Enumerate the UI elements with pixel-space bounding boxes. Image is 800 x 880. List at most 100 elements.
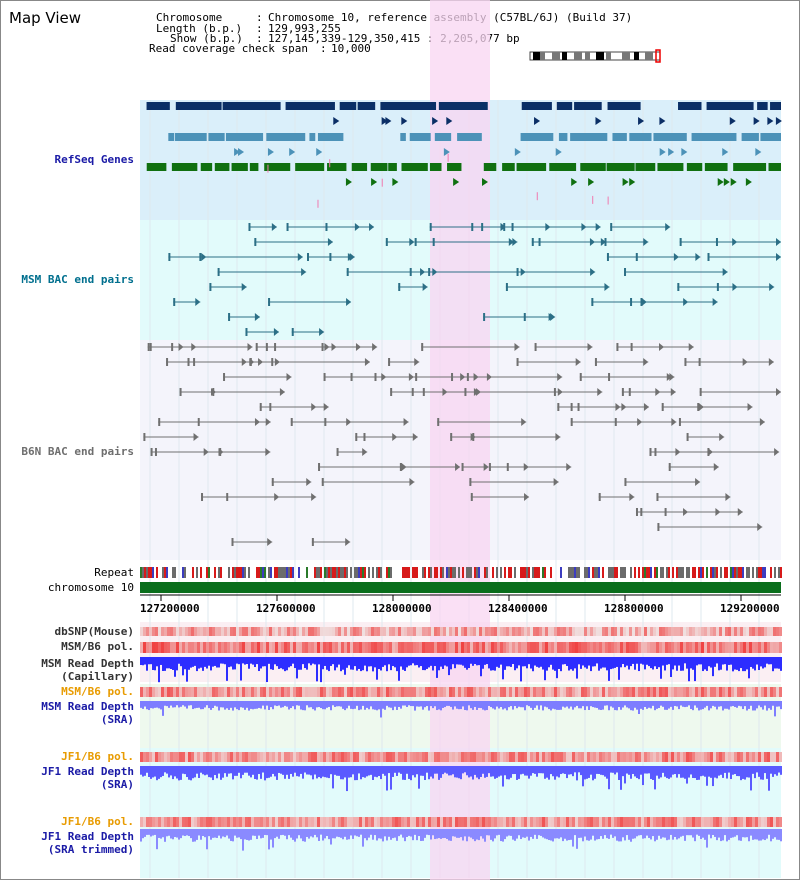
depth-bar xyxy=(188,701,190,706)
depth-bar xyxy=(544,829,546,839)
depth-bar xyxy=(152,829,154,836)
repeat-element xyxy=(406,567,408,578)
repeat-element xyxy=(644,567,646,578)
depth-bar xyxy=(392,766,394,777)
heat-cell xyxy=(320,817,323,827)
gene-block xyxy=(370,163,388,171)
depth-bar xyxy=(630,701,632,711)
repeat-element xyxy=(324,567,326,578)
heat-cell xyxy=(167,687,170,697)
heat-cell xyxy=(296,642,299,653)
heat-cell xyxy=(662,752,665,762)
heat-cell xyxy=(275,627,278,636)
track-label-refseq[interactable]: RefSeq Genes xyxy=(54,153,134,166)
depth-bar xyxy=(744,701,746,707)
heat-cell xyxy=(389,752,392,762)
depth-bar xyxy=(264,657,266,667)
heat-cell xyxy=(605,642,608,653)
window-title: Map View xyxy=(9,9,82,27)
depth-bar xyxy=(384,829,386,837)
repeat-element xyxy=(660,567,662,578)
heat-cell xyxy=(239,642,242,653)
heat-cell xyxy=(563,817,566,827)
heat-cell xyxy=(245,752,248,762)
track-label-msm-b6-pol-1[interactable]: MSM/B6 pol. xyxy=(61,640,134,653)
heat-cell xyxy=(374,687,377,697)
bac-end-mark xyxy=(616,343,619,351)
ideogram-band xyxy=(533,52,541,60)
track-label-jf1-b6-pol-2[interactable]: JF1/B6 pol. xyxy=(61,815,134,828)
depth-bar xyxy=(572,701,574,710)
depth-bar xyxy=(766,766,768,779)
depth-bar xyxy=(522,766,524,774)
depth-bar xyxy=(196,829,198,840)
track-label-jf1-depth-sra-1[interactable]: JF1 Read Depth xyxy=(41,765,134,778)
bac-end-arrow xyxy=(597,388,603,396)
depth-bar xyxy=(592,701,594,708)
depth-bar xyxy=(752,829,754,840)
repeat-element xyxy=(142,567,144,578)
depth-bar xyxy=(188,766,190,780)
depth-bar xyxy=(160,657,162,665)
heat-cell xyxy=(674,687,677,697)
bac-end-arrow xyxy=(695,478,701,486)
bac-end-mark xyxy=(557,403,560,411)
heat-cell xyxy=(518,752,521,762)
depth-bar xyxy=(642,701,644,710)
heat-cell xyxy=(524,752,527,762)
depth-bar xyxy=(464,766,466,773)
repeat-element xyxy=(668,567,670,578)
gene-block xyxy=(231,163,248,171)
depth-bar xyxy=(464,701,466,711)
repeat-element xyxy=(454,567,456,578)
heat-cell xyxy=(320,752,323,762)
heat-cell xyxy=(635,817,638,827)
heat-cell xyxy=(734,627,737,636)
heat-cell xyxy=(200,627,203,636)
heat-cell xyxy=(377,817,380,827)
depth-bar xyxy=(176,701,178,706)
gene-arrow xyxy=(755,148,762,156)
heat-cell xyxy=(626,642,629,653)
heat-cell xyxy=(656,817,659,827)
track-label-msm-depth-sra-1[interactable]: MSM Read Depth xyxy=(41,700,134,713)
depth-bar xyxy=(476,766,478,778)
track-label-msm-bac[interactable]: MSM BAC end pairs xyxy=(21,273,134,286)
depth-bar xyxy=(248,701,250,711)
track-label-b6n-bac[interactable]: B6N BAC end pairs xyxy=(21,445,134,458)
heat-cell xyxy=(671,817,674,827)
depth-bar xyxy=(222,657,224,664)
heat-cell xyxy=(218,752,221,762)
heat-cell xyxy=(518,817,521,827)
depth-bar xyxy=(148,701,150,711)
track-label-msm-b6-pol-2[interactable]: MSM/B6 pol. xyxy=(61,685,134,698)
track-label-jf1-depth-trim-1[interactable]: JF1 Read Depth xyxy=(41,830,134,843)
repeat-element xyxy=(214,567,216,578)
depth-bar xyxy=(574,829,576,836)
heat-cell xyxy=(686,817,689,827)
bac-end-arrow xyxy=(345,538,351,546)
depth-bar xyxy=(484,657,486,665)
depth-bar xyxy=(606,701,608,706)
ideogram-position-marker xyxy=(655,49,661,63)
heat-cell xyxy=(656,642,659,653)
bac-end-mark xyxy=(209,283,212,291)
depth-bar xyxy=(678,829,680,839)
track-label-msm-depth-cap-1[interactable]: MSM Read Depth xyxy=(41,657,134,670)
bac-end-mark xyxy=(505,283,508,291)
heat-cell xyxy=(233,627,236,636)
depth-bar xyxy=(282,766,284,775)
heat-cell xyxy=(482,817,485,827)
gene-arrow xyxy=(723,178,730,186)
repeat-element xyxy=(430,567,432,578)
heat-cell xyxy=(611,687,614,697)
gene-block xyxy=(401,163,428,171)
depth-bar xyxy=(542,766,544,774)
track-label-jf1-b6-pol-1[interactable]: JF1/B6 pol. xyxy=(61,750,134,763)
heat-cell xyxy=(758,627,761,636)
bac-end-arrow xyxy=(768,358,774,366)
track-label-dbsnp[interactable]: dbSNP(Mouse) xyxy=(54,625,134,638)
depth-bar xyxy=(352,701,354,710)
heat-cell xyxy=(344,627,347,636)
